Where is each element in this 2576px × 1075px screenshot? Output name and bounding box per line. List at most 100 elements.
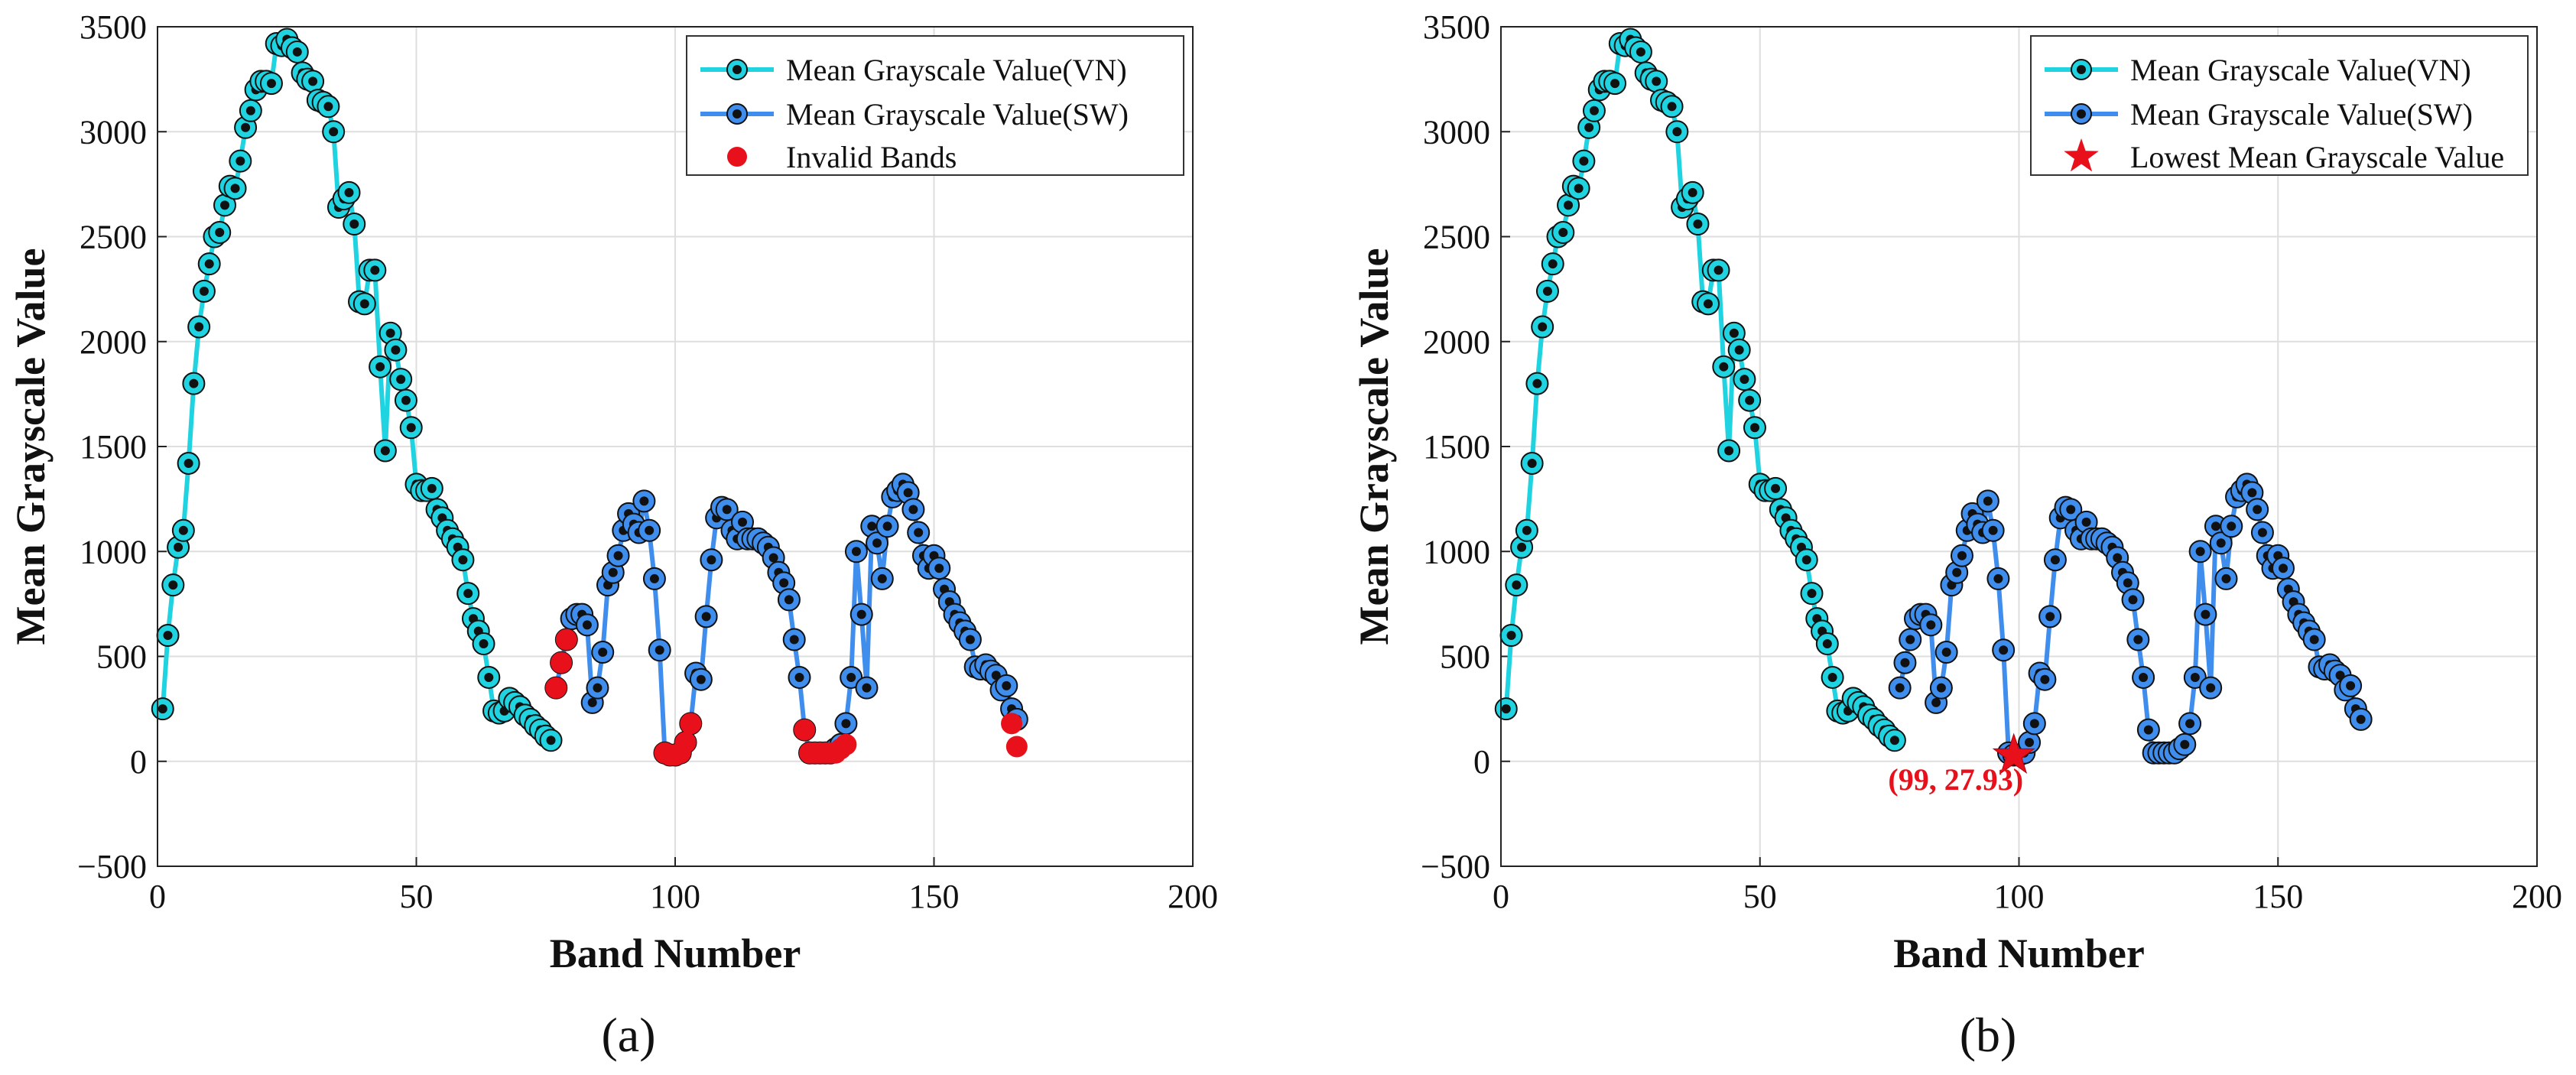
vn-point-marker-dot	[245, 106, 255, 115]
vn-point-marker-dot	[546, 736, 556, 745]
y-tick-label: 0	[130, 743, 147, 781]
vn-point-marker-dot	[1532, 378, 1542, 388]
vn-point-marker-dot	[1688, 187, 1697, 197]
lowest-value-star	[1992, 732, 2035, 774]
vn-point-marker-dot	[1801, 555, 1811, 565]
sw-point-marker-dot	[851, 547, 861, 557]
legend-marker-dot	[733, 109, 742, 119]
sw-point-marker-dot	[2346, 680, 2356, 690]
vn-point-marker-dot	[1501, 704, 1511, 714]
y-tick-label: 1500	[1423, 428, 1490, 466]
sw-point-marker-dot	[908, 505, 918, 515]
vn-point-marker-dot	[194, 322, 204, 332]
sw-point-marker-dot	[1983, 496, 1993, 506]
data-series	[1494, 28, 2373, 774]
sw-point-marker-dot	[2143, 725, 2153, 735]
vn-point-marker-dot	[1574, 183, 1584, 193]
vn-point-marker-dot	[215, 228, 225, 238]
vn-point-marker-dot	[174, 542, 184, 552]
sw-point-marker-dot	[1993, 573, 2003, 583]
sw-point-marker-dot	[841, 719, 851, 729]
sw-point-marker-dot	[722, 505, 732, 515]
sw-point-marker-dot	[1988, 525, 1998, 535]
vn-point-marker-dot	[1714, 265, 1723, 275]
legend: Mean Grayscale Value(VN) Mean Grayscale …	[2030, 35, 2529, 176]
sw-point-marker-dot	[1931, 697, 1941, 707]
x-axis-title: Band Number	[1893, 930, 2145, 976]
x-tick-labels: 0 50 100 150 200	[149, 878, 1218, 915]
plot-frame	[157, 26, 1194, 867]
sw-point-marker-dot	[701, 612, 711, 622]
legend-entry-invalid: Invalid Bands	[727, 140, 957, 174]
vn-point-marker-dot	[391, 345, 401, 355]
vn-point-marker-dot	[1724, 446, 1734, 456]
vn-point-marker-dot	[1589, 106, 1599, 115]
sw-point-marker-dot	[779, 578, 789, 588]
invalid-band-point	[1005, 736, 1028, 758]
sw-point-marker-dot	[2029, 719, 2039, 729]
legend-label: Mean Grayscale Value(VN)	[2130, 53, 2471, 87]
vn-point-marker-dot	[1636, 47, 1645, 57]
vn-point-marker-dot	[1889, 736, 1899, 745]
vn-point-marker-dot	[184, 458, 193, 468]
invalid-band-point	[835, 733, 857, 755]
sw-point-marker-dot	[965, 635, 975, 645]
vn-point-marker-dot	[323, 102, 333, 112]
vn-point-marker-dot	[479, 639, 489, 649]
vn-point-marker-dot	[396, 375, 406, 385]
invalid-band-point	[551, 651, 573, 674]
x-tick-label: 150	[2253, 878, 2303, 915]
sw-point-marker-dot	[1926, 620, 1936, 630]
legend-entry-sw: Mean Grayscale Value(SW)	[700, 97, 1129, 132]
vn-point-marker-dot	[370, 265, 380, 275]
plot-frame	[1500, 26, 2538, 867]
caption-a: (a)	[601, 1008, 655, 1062]
invalid-band-point	[555, 628, 577, 651]
sw-point-marker-dot	[2133, 635, 2143, 645]
sw-point-marker-dot	[2247, 488, 2257, 498]
sw-point-marker-dot	[696, 674, 706, 684]
vn-point-marker-dot	[1719, 362, 1729, 372]
vn-point-marker-dot	[359, 299, 369, 309]
vn-point-marker-dot	[1672, 127, 1682, 137]
vn-point-marker-dot	[1512, 580, 1522, 590]
legend: Mean Grayscale Value(VN) Mean Grayscale …	[686, 35, 1184, 176]
vn-point-marker-dot	[1527, 458, 1537, 468]
vn-point-marker-dot	[1704, 299, 1713, 309]
vn-point-marker-dot	[1564, 200, 1574, 210]
sw-point-marker-dot	[2206, 683, 2216, 693]
vn-point-marker-dot	[266, 79, 276, 89]
y-tick-label: 3000	[1423, 113, 1490, 151]
legend-marker	[727, 147, 747, 167]
sw-point-marker-dot	[768, 553, 778, 563]
sw-point-marker-dot	[2211, 521, 2220, 531]
sw-point-marker-dot	[1999, 645, 2009, 655]
vn-point-marker-dot	[463, 589, 473, 599]
sw-point-marker-dot	[1936, 683, 1946, 693]
vn-point-marker-dot	[484, 672, 494, 682]
sw-point-marker-dot	[784, 595, 794, 605]
sw-point-marker-dot	[645, 525, 655, 535]
chart-panel-a: 0 50 100 150 200 −50005001000150020002500300…	[8, 8, 1218, 1062]
sw-point-marker-dot	[877, 573, 887, 583]
x-tick-label: 200	[1168, 878, 1218, 915]
sw-point-marker-dot	[862, 683, 872, 693]
y-tick-label: 3500	[1423, 8, 1490, 46]
legend-label: Invalid Bands	[786, 140, 957, 174]
legend-box	[686, 35, 1184, 176]
vn-point-marker-dot	[1729, 328, 1739, 338]
invalid-band-point	[674, 732, 697, 754]
x-tick-label: 100	[650, 878, 700, 915]
sw-point-marker-dot	[903, 488, 913, 498]
sw-point-marker-dot	[2123, 578, 2133, 588]
sw-point-marker-dot	[991, 671, 1001, 680]
invalid-band-point	[680, 713, 702, 735]
vn-point-marker-dot	[349, 219, 359, 229]
sw-point-marker-dot	[613, 550, 623, 560]
x-tick-label: 50	[1743, 878, 1777, 915]
sw-point-marker-dot	[707, 555, 716, 565]
y-tick-label: 3000	[80, 113, 147, 151]
sw-point-marker-dot	[655, 645, 664, 655]
chart-panel-b: 0 50 100 150 200 −50005001000150020002500300…	[1351, 8, 2562, 1062]
sw-point-marker-dot	[934, 563, 944, 573]
